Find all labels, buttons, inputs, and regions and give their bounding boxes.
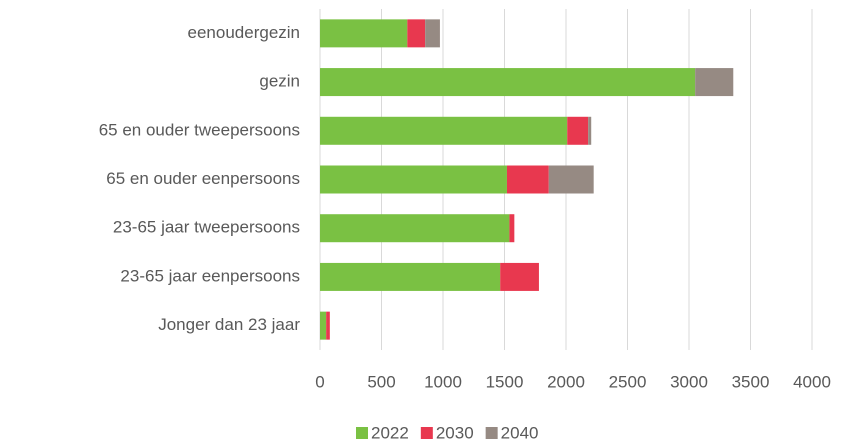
bar-segment (326, 311, 330, 340)
y-tick-label: gezin (259, 72, 300, 91)
legend-label: 2030 (436, 423, 474, 442)
y-tick-label: Jonger dan 23 jaar (158, 315, 300, 334)
bar-segment (506, 165, 549, 194)
bar-segment (407, 19, 426, 48)
bar-segment (588, 116, 592, 145)
bar-segment (695, 68, 734, 97)
bar-segment (567, 116, 589, 145)
legend-swatch (485, 427, 498, 439)
y-tick-label: eenoudergezin (188, 23, 300, 42)
x-tick-label: 3000 (670, 372, 708, 391)
x-tick-label: 3500 (732, 372, 770, 391)
x-tick-label: 500 (367, 372, 395, 391)
x-tick-label: 2000 (547, 372, 585, 391)
legend-swatch (420, 427, 433, 439)
x-tick-label: 1500 (486, 372, 524, 391)
bar-segment (509, 214, 515, 243)
bar-segment (320, 116, 568, 145)
legend-label: 2040 (501, 423, 539, 442)
x-tick-label: 4000 (793, 372, 831, 391)
bar-segment (320, 262, 501, 291)
legend-label: 2022 (371, 423, 409, 442)
y-tick-label: 65 en ouder eenpersoons (106, 169, 300, 188)
y-tick-label: 23-65 jaar eenpersoons (120, 266, 300, 285)
y-tick-label: 65 en ouder tweepersoons (99, 120, 300, 139)
bar-segment (320, 68, 696, 97)
bar-segment (320, 214, 510, 243)
x-tick-label: 2500 (609, 372, 647, 391)
x-tick-label: 1000 (424, 372, 462, 391)
x-tick-label: 0 (315, 372, 324, 391)
bar-segment (320, 311, 327, 340)
y-tick-label: 23-65 jaar tweepersoons (113, 218, 300, 237)
bar-segment (425, 19, 440, 48)
bar-segment (548, 165, 594, 194)
bar-segment (500, 262, 539, 291)
legend-swatch (356, 427, 368, 439)
bar-segment (320, 165, 507, 194)
bar-segment (320, 19, 408, 48)
